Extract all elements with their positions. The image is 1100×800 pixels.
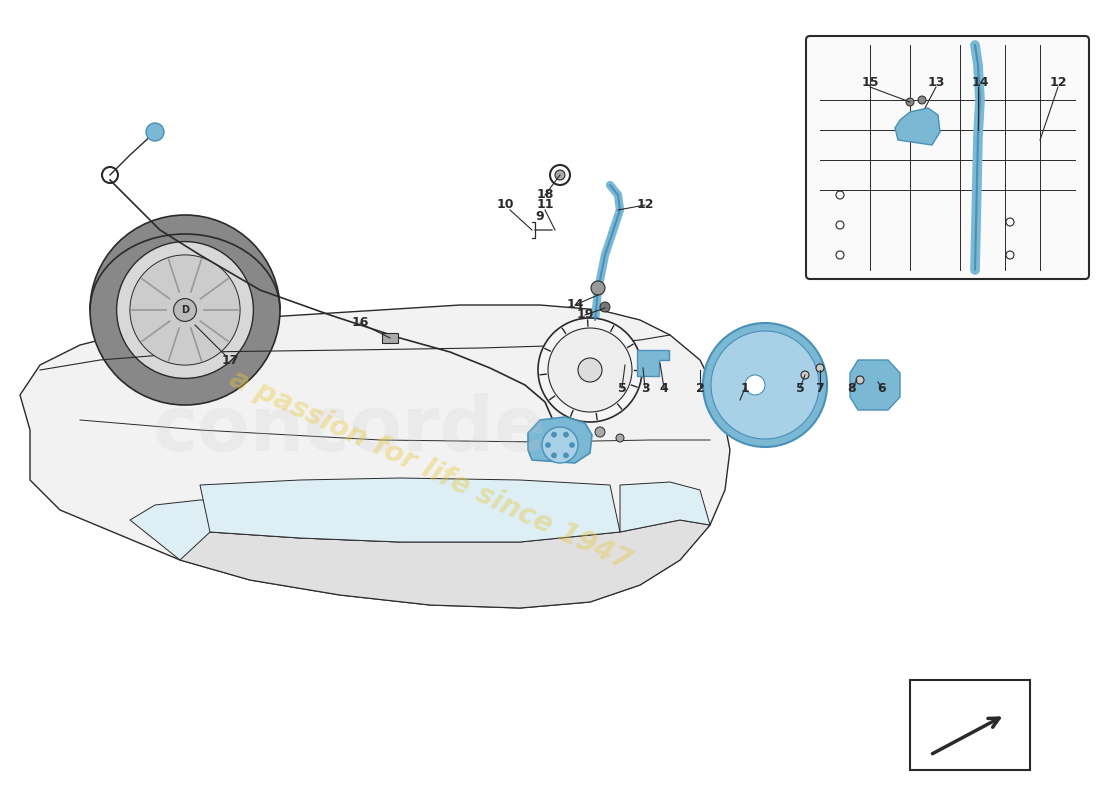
- Text: concorde: concorde: [153, 393, 547, 467]
- Circle shape: [595, 427, 605, 437]
- Circle shape: [117, 242, 253, 378]
- Text: 2: 2: [695, 382, 704, 394]
- Circle shape: [591, 281, 605, 295]
- Text: 18: 18: [537, 189, 553, 202]
- Polygon shape: [20, 305, 730, 608]
- Circle shape: [563, 432, 569, 437]
- Text: 14: 14: [971, 77, 989, 90]
- Text: 9: 9: [536, 210, 544, 223]
- Text: 11: 11: [537, 198, 553, 211]
- Circle shape: [856, 376, 864, 384]
- Bar: [910, 680, 1030, 770]
- Circle shape: [174, 298, 197, 322]
- Circle shape: [538, 318, 642, 422]
- Circle shape: [703, 323, 827, 447]
- Circle shape: [548, 328, 632, 412]
- Text: 5: 5: [795, 382, 804, 394]
- Text: 19: 19: [576, 309, 594, 322]
- Circle shape: [711, 331, 820, 439]
- Polygon shape: [160, 520, 710, 608]
- Text: 4: 4: [660, 382, 669, 394]
- Text: 12: 12: [636, 198, 653, 211]
- Text: 1: 1: [740, 382, 749, 394]
- Bar: [382, 333, 398, 343]
- Text: 15: 15: [861, 77, 879, 90]
- Text: 6: 6: [878, 382, 887, 394]
- Text: 12: 12: [1049, 77, 1067, 90]
- Text: 8: 8: [848, 382, 856, 394]
- Text: 10: 10: [496, 198, 514, 211]
- FancyBboxPatch shape: [806, 36, 1089, 279]
- Text: 7: 7: [815, 382, 824, 394]
- Circle shape: [542, 427, 578, 463]
- Polygon shape: [200, 478, 620, 542]
- Polygon shape: [130, 500, 400, 560]
- Text: 14: 14: [566, 298, 584, 311]
- Circle shape: [563, 453, 569, 458]
- Polygon shape: [620, 482, 710, 532]
- Circle shape: [918, 96, 926, 104]
- Polygon shape: [895, 108, 940, 145]
- Text: 5: 5: [617, 382, 626, 394]
- Circle shape: [578, 358, 602, 382]
- Polygon shape: [637, 350, 669, 376]
- Circle shape: [546, 442, 550, 447]
- Circle shape: [90, 215, 280, 405]
- Text: 16: 16: [351, 317, 369, 330]
- Text: a passion for life since 1947: a passion for life since 1947: [224, 364, 635, 576]
- Text: 17: 17: [221, 354, 239, 366]
- Circle shape: [616, 434, 624, 442]
- Circle shape: [146, 123, 164, 141]
- Circle shape: [551, 432, 557, 437]
- Circle shape: [556, 170, 565, 180]
- Polygon shape: [528, 417, 592, 463]
- Circle shape: [600, 302, 610, 312]
- Text: 3: 3: [640, 382, 649, 394]
- Circle shape: [570, 442, 574, 447]
- Circle shape: [130, 255, 240, 365]
- Circle shape: [551, 453, 557, 458]
- Circle shape: [745, 375, 764, 395]
- Circle shape: [816, 364, 824, 372]
- Circle shape: [801, 371, 808, 379]
- Polygon shape: [850, 360, 900, 410]
- Text: 13: 13: [927, 77, 945, 90]
- Circle shape: [906, 98, 914, 106]
- Text: D: D: [182, 305, 189, 315]
